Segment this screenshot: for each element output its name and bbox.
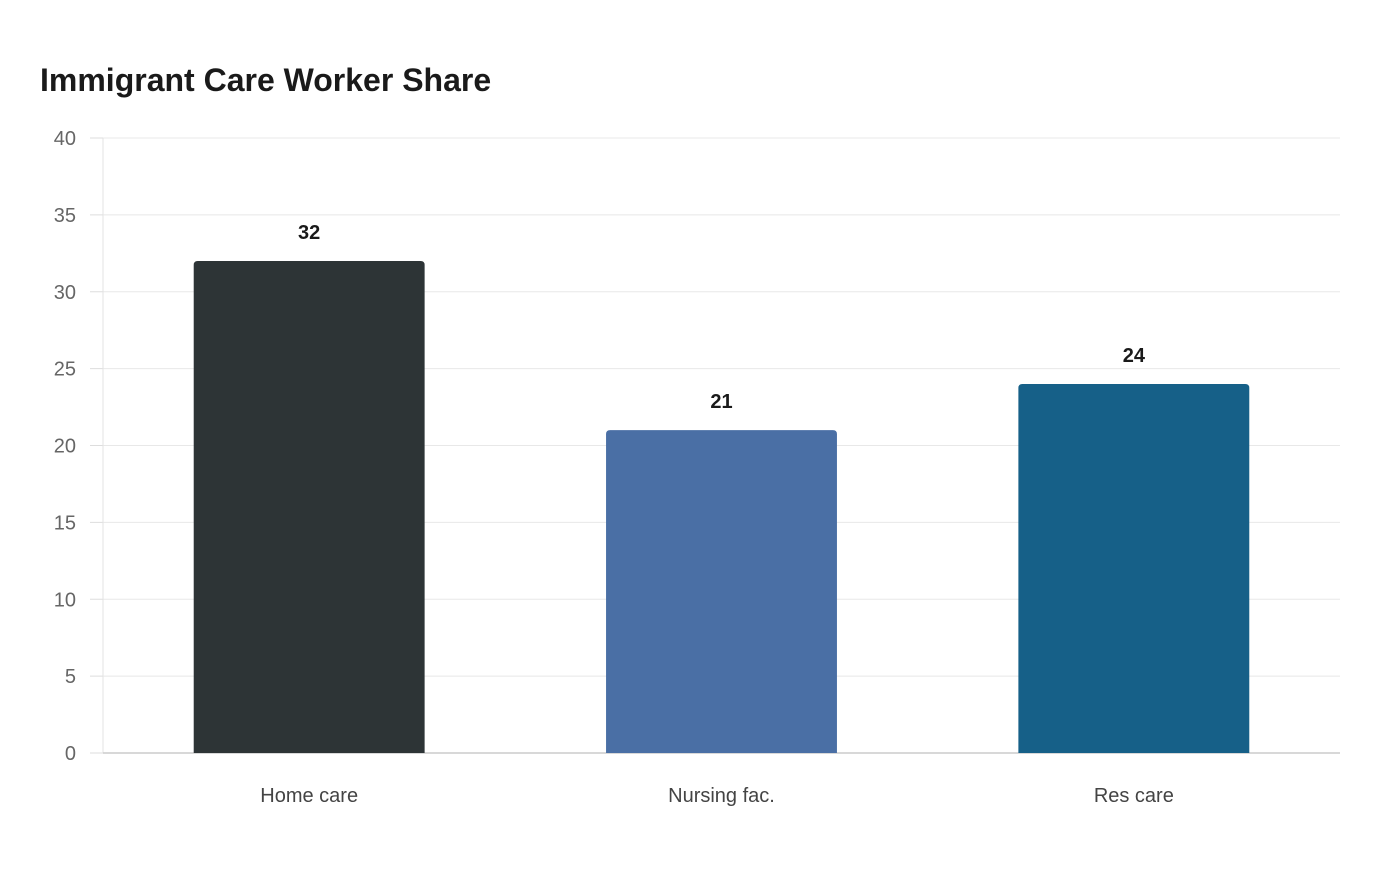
labels: 0 5 10 15 20 25 30 35 40 32 Home care 21 Nursing fac… <box>54 128 1174 807</box>
data-label: 32 <box>298 222 320 244</box>
y-tick-label: 25 <box>54 359 76 381</box>
y-tick-label: 10 <box>54 589 76 611</box>
y-tick-label: 20 <box>54 436 76 458</box>
y-tick-label: 0 <box>65 743 76 765</box>
y-tick-label: 30 <box>54 282 76 304</box>
x-category-label: Nursing fac. <box>668 785 775 807</box>
y-tick-label: 35 <box>54 205 76 227</box>
bar-nursing-fac <box>606 430 837 753</box>
bar-home-care <box>193 261 425 753</box>
x-category-label: Res care <box>1094 785 1174 807</box>
y-tick-label: 15 <box>54 512 76 534</box>
y-tick-label: 5 <box>65 666 76 688</box>
bar-res-care <box>1018 384 1250 753</box>
y-tick-label: 40 <box>54 128 76 150</box>
x-category-label: Home care <box>260 785 358 807</box>
data-label: 21 <box>710 391 732 413</box>
bars <box>193 261 1250 753</box>
data-label: 24 <box>1123 345 1146 367</box>
chart-title: Immigrant Care Worker Share <box>40 62 492 98</box>
